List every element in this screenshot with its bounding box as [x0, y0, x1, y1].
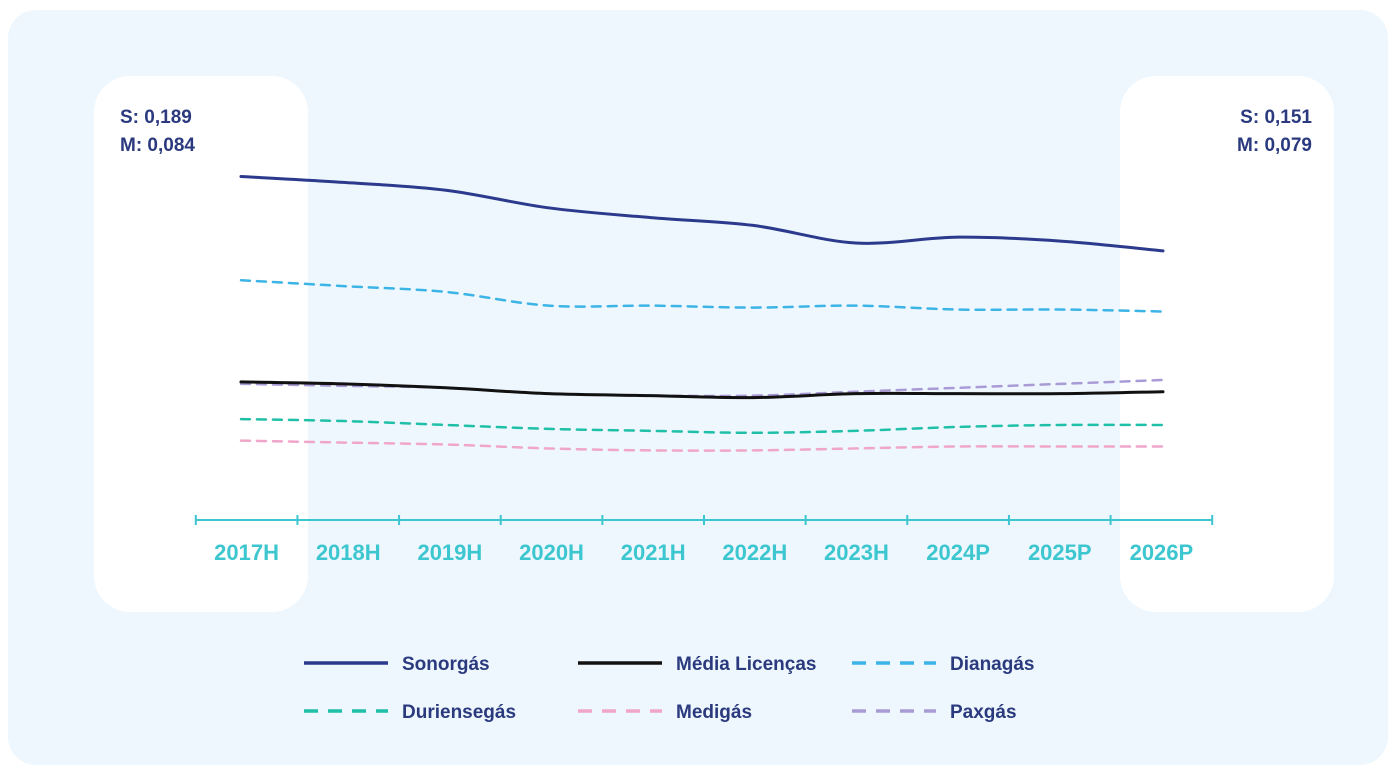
legend-label-paxgas: Paxgás [950, 702, 1017, 723]
series-line-duriensegas [239, 417, 1165, 435]
series-lines [239, 175, 1165, 452]
start-year-highlight [94, 76, 308, 612]
x-tick-label: 2019H [417, 540, 482, 565]
legend-label-medigas: Medigás [676, 702, 752, 723]
end-annotation-m: M: 0,079 [1237, 135, 1312, 156]
x-tick-label: 2026P [1130, 540, 1194, 565]
series-line-medigas [239, 439, 1165, 452]
x-tick-label: 2025P [1028, 540, 1092, 565]
legend-label-media-licencas: Média Licenças [676, 654, 816, 675]
x-tick-label: 2020H [519, 540, 584, 565]
series-line-dianagas [239, 278, 1165, 313]
legend-label-dianagas: Dianagás [950, 654, 1034, 675]
legend: Sonorgás Média Licenças Dianagás Duriensegá… [304, 654, 1034, 723]
x-axis: 2017H 2018H 2019H 2020H 2021H 2022H 2023H 2024P… [194, 515, 1214, 565]
legend-label-duriensegas: Duriensegás [402, 702, 516, 723]
end-annotation-s: S: 0,151 [1240, 107, 1312, 128]
x-tick-label: 2023H [824, 540, 889, 565]
x-tick-label: 2024P [926, 540, 990, 565]
x-tick-label: 2021H [621, 540, 686, 565]
x-tick-label: 2022H [722, 540, 787, 565]
start-annotation-s: S: 0,189 [120, 107, 192, 128]
end-year-highlight [1120, 76, 1334, 612]
legend-label-sonorgas: Sonorgás [402, 654, 490, 675]
series-line-sonorgas [239, 175, 1165, 253]
end-annotation: S: 0,151 M: 0,079 [1237, 104, 1312, 160]
x-tick-label: 2018H [316, 540, 381, 565]
start-annotation-m: M: 0,084 [120, 135, 195, 156]
series-line-media-licencas [239, 380, 1165, 400]
start-annotation: S: 0,189 M: 0,084 [120, 104, 195, 160]
x-tick-label: 2017H [214, 540, 279, 565]
